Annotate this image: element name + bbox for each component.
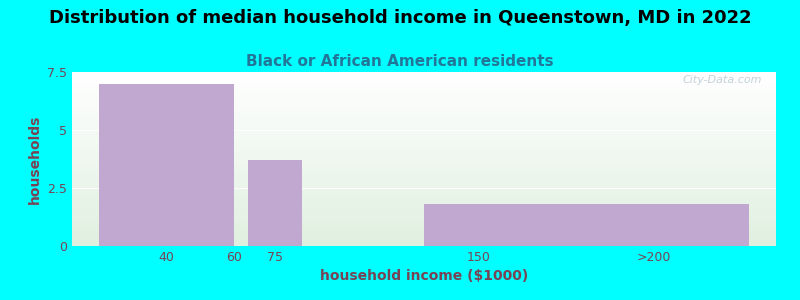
Text: Black or African American residents: Black or African American residents bbox=[246, 54, 554, 69]
Y-axis label: households: households bbox=[27, 114, 42, 204]
Bar bbox=[248, 160, 302, 246]
X-axis label: household income ($1000): household income ($1000) bbox=[320, 269, 528, 284]
Bar bbox=[99, 84, 234, 246]
Bar bbox=[424, 204, 749, 246]
Text: Distribution of median household income in Queenstown, MD in 2022: Distribution of median household income … bbox=[49, 9, 751, 27]
Text: City-Data.com: City-Data.com bbox=[682, 76, 762, 85]
